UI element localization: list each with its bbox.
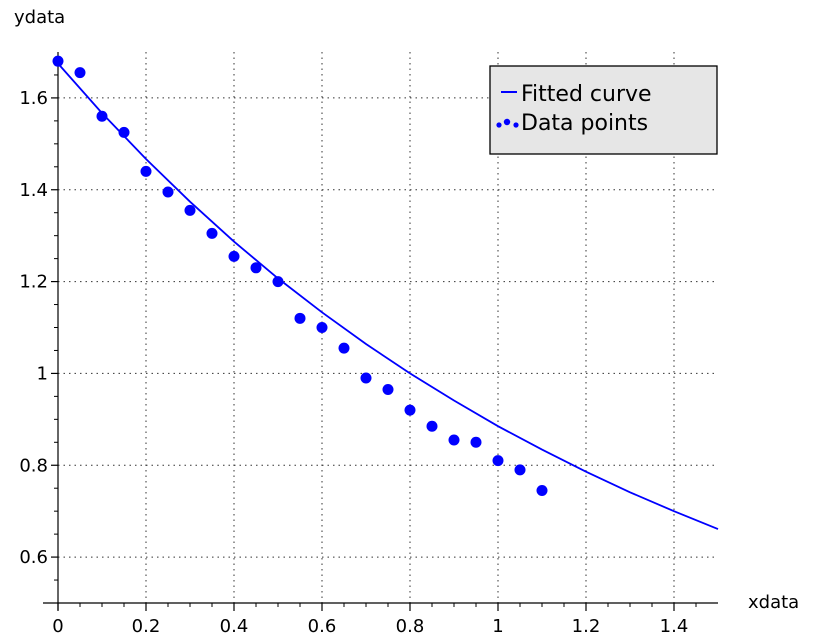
data-point bbox=[118, 126, 130, 138]
data-point bbox=[514, 464, 526, 476]
data-point bbox=[294, 312, 306, 324]
data-point bbox=[272, 276, 284, 288]
y-tick-label: 1.4 bbox=[19, 180, 48, 201]
legend-box bbox=[489, 65, 718, 155]
data-point bbox=[426, 420, 438, 432]
data-point bbox=[162, 186, 174, 198]
axes bbox=[43, 52, 718, 610]
data-point bbox=[470, 436, 482, 448]
data-point bbox=[184, 204, 196, 216]
data-points-series bbox=[52, 55, 548, 497]
data-point bbox=[404, 404, 416, 416]
x-ticks: 0 0.2 0.4 0.6 0.8 1 1.2 1.4 bbox=[52, 603, 697, 637]
x-tick-label: 1.2 bbox=[572, 616, 601, 637]
x-tick-label: 0.4 bbox=[220, 616, 249, 637]
x-tick-label: 0 bbox=[52, 616, 63, 637]
legend-dot-swatch bbox=[503, 118, 511, 126]
data-point bbox=[360, 372, 372, 384]
y-tick-label: 1 bbox=[37, 363, 48, 384]
data-point bbox=[492, 455, 504, 467]
data-point bbox=[228, 250, 240, 262]
legend-label-fitted-curve: Fitted curve bbox=[521, 82, 652, 107]
data-point bbox=[52, 55, 64, 67]
data-point bbox=[316, 322, 328, 333]
data-point bbox=[536, 485, 548, 497]
data-point bbox=[206, 227, 218, 239]
x-axis-title: xdata bbox=[748, 592, 799, 613]
x-tick-label: 1.4 bbox=[660, 616, 689, 637]
y-tick-label: 0.8 bbox=[19, 455, 48, 476]
data-point bbox=[74, 67, 86, 79]
fitted-curve-line bbox=[57, 62, 719, 530]
legend-dot-swatch bbox=[496, 122, 502, 128]
y-ticks: 0.6 0.8 1 1.2 1.4 1.6 bbox=[19, 74, 58, 581]
data-point bbox=[382, 383, 394, 395]
data-point bbox=[96, 110, 108, 122]
legend: Fitted curve Data points bbox=[489, 65, 718, 155]
x-tick-label: 0.8 bbox=[396, 616, 425, 637]
x-tick-label: 0.2 bbox=[132, 616, 161, 637]
data-point bbox=[250, 262, 262, 274]
y-tick-label: 1.6 bbox=[19, 88, 48, 109]
x-tick-label: 0.6 bbox=[308, 616, 337, 637]
data-point bbox=[338, 342, 350, 354]
y-axis-title: ydata bbox=[14, 7, 65, 28]
legend-dot-swatch bbox=[513, 122, 519, 128]
y-tick-label: 0.6 bbox=[19, 547, 48, 568]
data-point bbox=[140, 165, 152, 177]
legend-label-data-points: Data points bbox=[521, 111, 648, 136]
fitted-curve-series bbox=[57, 62, 719, 530]
x-tick-label: 1 bbox=[492, 616, 503, 637]
y-tick-label: 1.2 bbox=[19, 272, 48, 293]
data-point bbox=[448, 434, 460, 446]
